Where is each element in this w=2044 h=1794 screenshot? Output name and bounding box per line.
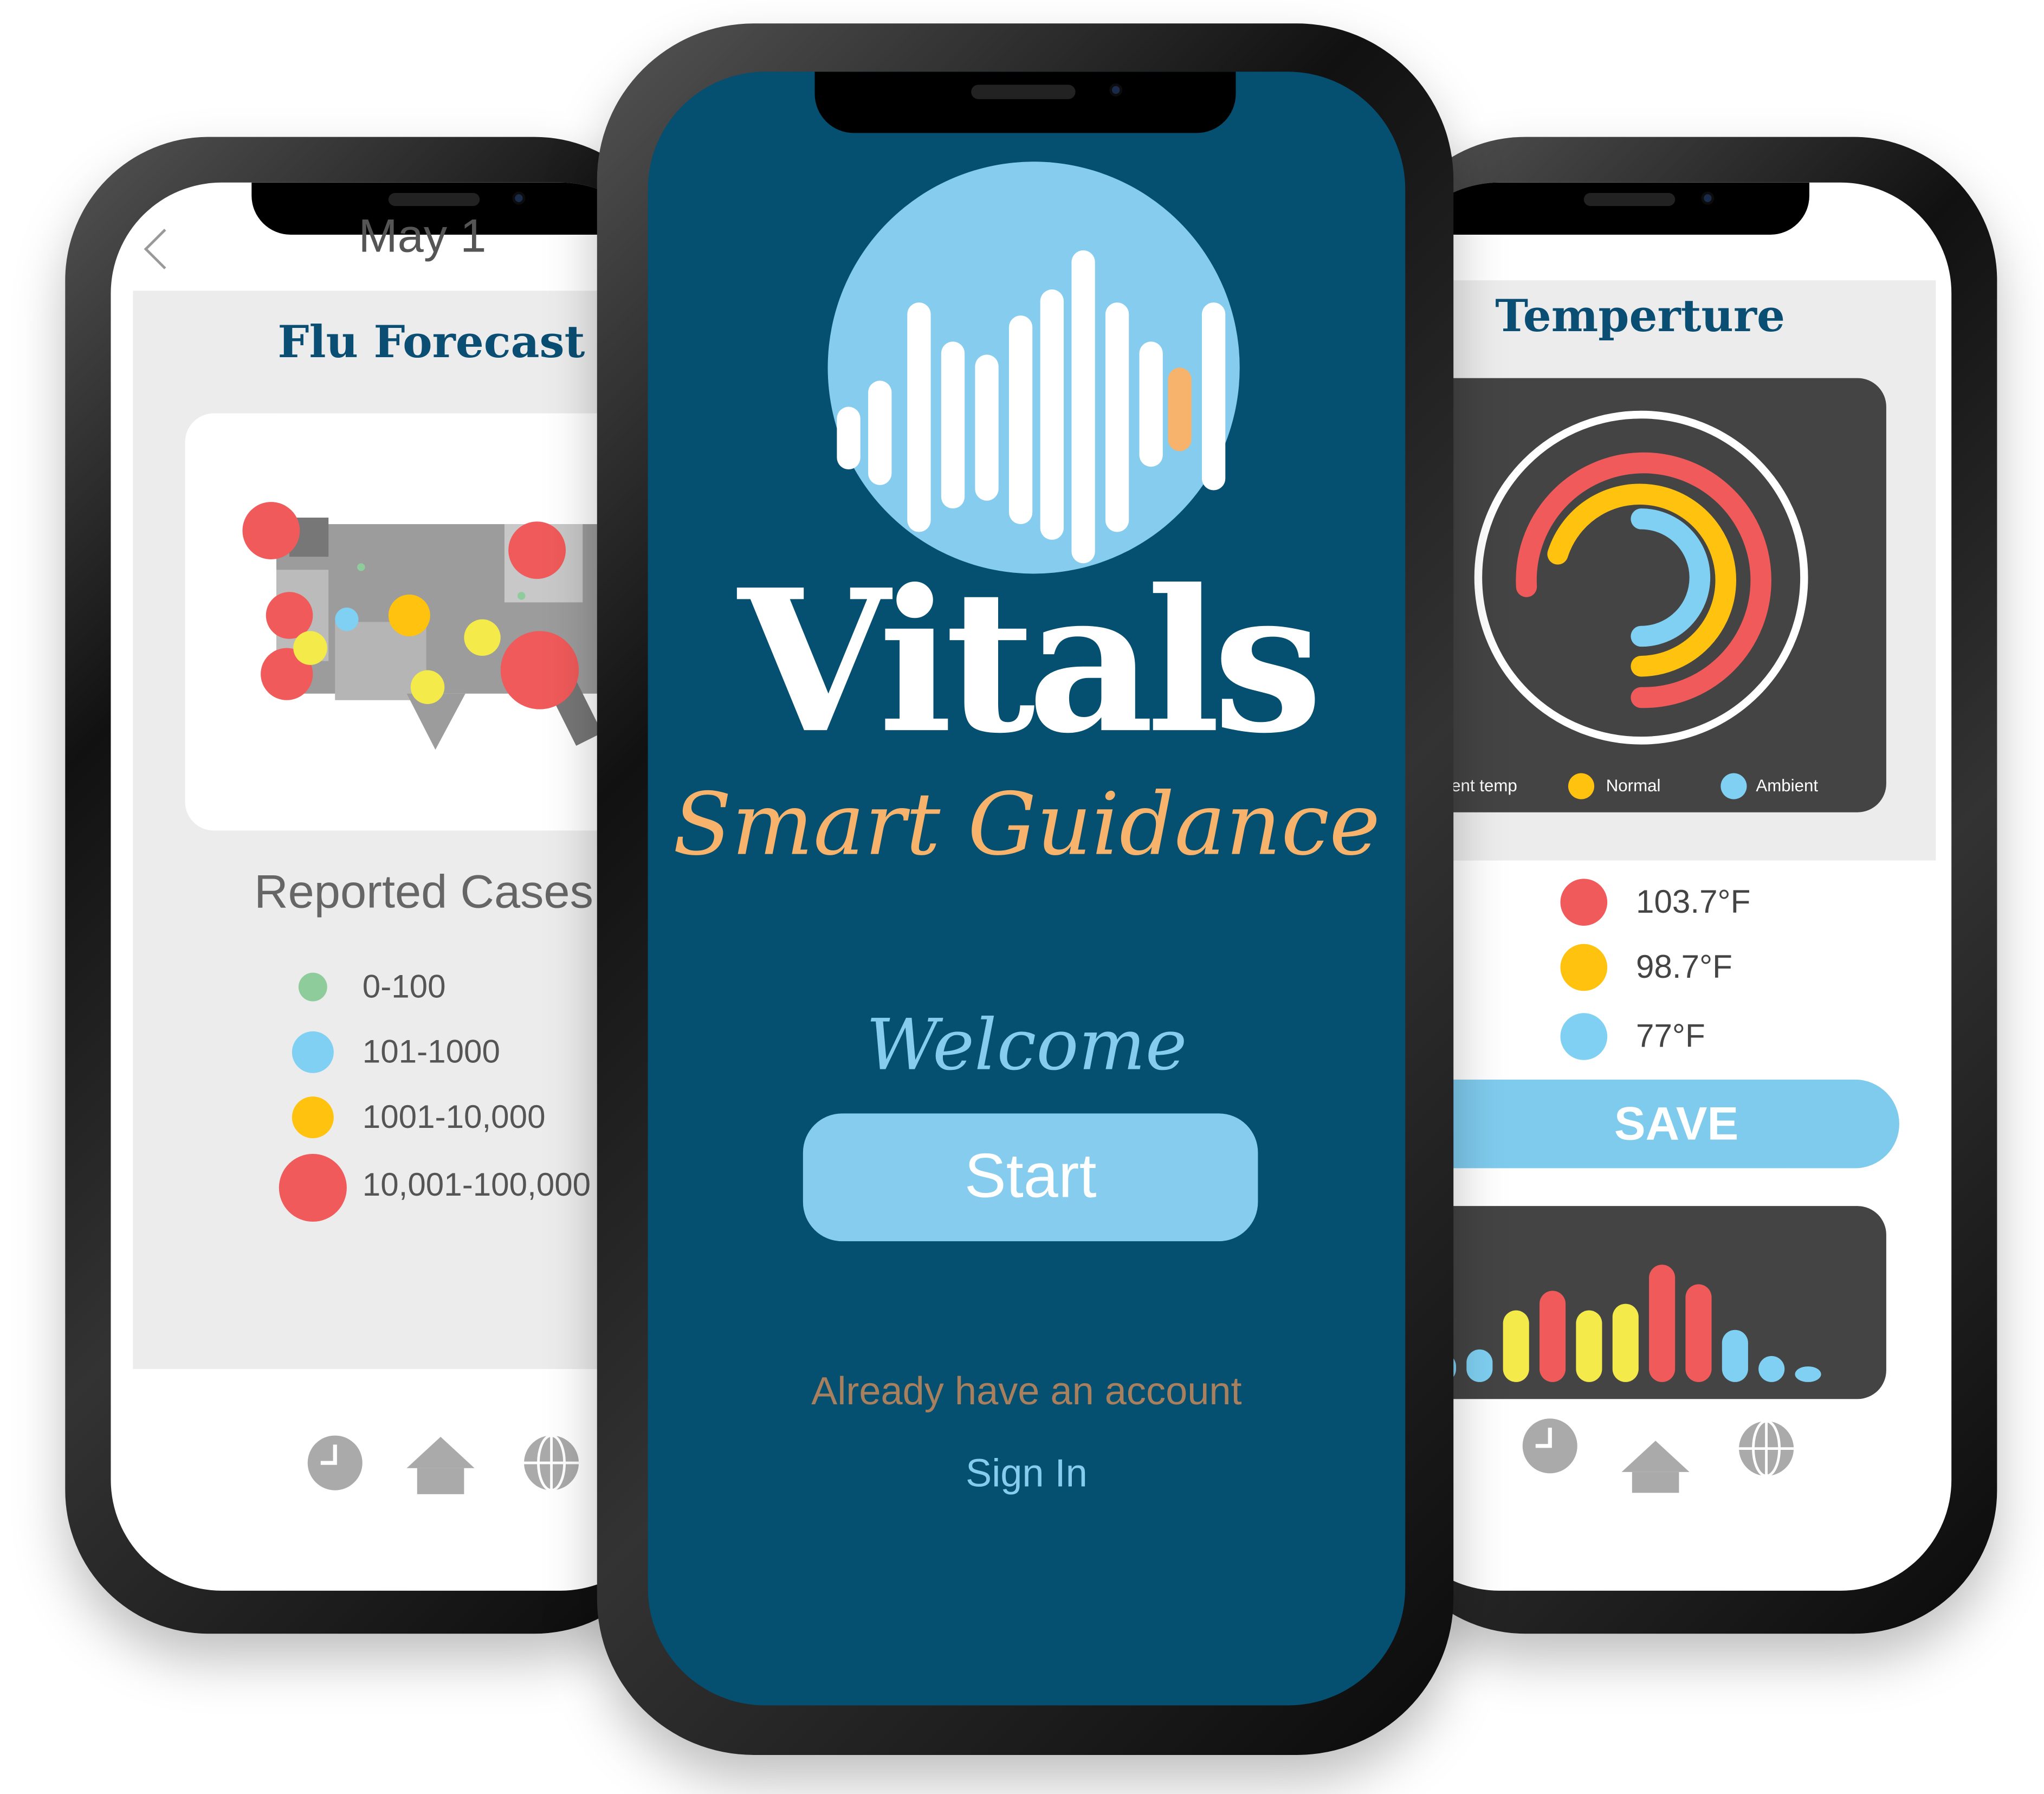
page-title: Flu Forecast: [277, 317, 585, 369]
content-panel: Flu Forecast: [133, 291, 671, 1369]
reported-cases-label: Reported Cases: [254, 864, 593, 918]
history-bar: [1649, 1264, 1676, 1382]
reading-dot-red: [1560, 879, 1608, 926]
left-screen: May 1 Flu Forecast: [111, 182, 671, 1591]
wave-bar: [975, 354, 999, 501]
wave-bar: [907, 302, 931, 532]
gauge-card: Current temp Normal Ambient: [1414, 378, 1886, 812]
wave-bar: [1139, 341, 1163, 467]
globe-icon[interactable]: [1739, 1419, 1794, 1477]
legend-dot-yellow: [292, 1096, 334, 1139]
map-card: [185, 413, 671, 831]
notch: [814, 72, 1236, 133]
wave-bar: [1201, 302, 1226, 491]
bottom-nav: [1522, 1418, 1794, 1493]
legend-dot-red: [279, 1153, 347, 1222]
reading-value: 77°F: [1636, 1018, 1705, 1055]
right-phone: Temperture Current temp Normal Ambient 1…: [1381, 137, 1997, 1634]
reading-value: 103.7°F: [1636, 883, 1751, 921]
wave-bar: [868, 380, 892, 485]
center-screen: Vitals Smart Guidance Welcome Start Alre…: [648, 72, 1406, 1706]
welcome-label: Welcome: [866, 1004, 1187, 1086]
waveform-icon: [837, 250, 1226, 564]
vitals-logo: [827, 162, 1240, 574]
legend-label: 1001-10,000: [362, 1099, 546, 1136]
right-screen: Temperture Current temp Normal Ambient 1…: [1388, 182, 1952, 1591]
reading-value: 98.7°F: [1636, 949, 1732, 986]
temperature-gauge: [1474, 410, 1808, 745]
legend-dot-yellow: [1568, 773, 1595, 799]
wave-bar: [1071, 250, 1095, 564]
bottom-nav: [307, 1434, 579, 1494]
left-phone: May 1 Flu Forecast: [65, 137, 678, 1634]
date-label: May 1: [358, 208, 487, 262]
account-prompt: Already have an account: [811, 1370, 1242, 1414]
wave-bar: [1008, 315, 1033, 525]
history-bar: [1795, 1366, 1821, 1382]
history-card: [1414, 1206, 1886, 1399]
history-bar: [1503, 1310, 1529, 1382]
globe-icon[interactable]: [524, 1434, 579, 1492]
home-icon[interactable]: [406, 1436, 475, 1494]
legend-dot-blue: [292, 1031, 334, 1073]
home-icon[interactable]: [1621, 1441, 1690, 1493]
save-button[interactable]: SAVE: [1414, 1079, 1899, 1169]
wave-bar: [1040, 289, 1064, 540]
history-bar: [1722, 1330, 1748, 1382]
history-bar: [1576, 1310, 1602, 1382]
reading-dot-yellow: [1560, 944, 1608, 991]
reading-dot-blue: [1560, 1013, 1608, 1060]
legend-dot-green: [298, 972, 327, 1002]
notch: [1388, 182, 1809, 235]
history-bar: [1685, 1284, 1712, 1382]
wave-bar: [1168, 367, 1192, 451]
start-button[interactable]: Start: [803, 1113, 1258, 1242]
clock-icon[interactable]: [307, 1435, 363, 1490]
wave-bar: [1105, 302, 1129, 532]
legend-label: 101-1000: [362, 1034, 500, 1070]
history-bar: [1540, 1290, 1566, 1382]
center-phone: Vitals Smart Guidance Welcome Start Alre…: [597, 23, 1454, 1755]
legend-label: 0-100: [362, 969, 446, 1005]
wave-bar: [837, 406, 861, 470]
history-bar: [1612, 1303, 1639, 1382]
legend-label: 10,001-100,000: [362, 1167, 591, 1204]
page-title: Temperture: [1495, 291, 1785, 343]
back-chevron-icon[interactable]: [144, 229, 185, 269]
history-bar: [1466, 1349, 1493, 1382]
us-map: [242, 502, 603, 750]
wave-bar: [941, 341, 965, 509]
legend-dot-blue: [1720, 773, 1747, 799]
sign-in-link[interactable]: Sign In: [966, 1452, 1088, 1496]
legend-label: Ambient: [1756, 776, 1819, 796]
logo-title: Vitals: [738, 547, 1323, 777]
history-bar: [1758, 1356, 1785, 1382]
history-bar-chart: [1429, 1264, 1821, 1382]
clock-icon[interactable]: [1522, 1418, 1577, 1474]
logo-subtitle: Smart Guidance: [672, 774, 1381, 875]
legend-label: Normal: [1606, 776, 1661, 796]
